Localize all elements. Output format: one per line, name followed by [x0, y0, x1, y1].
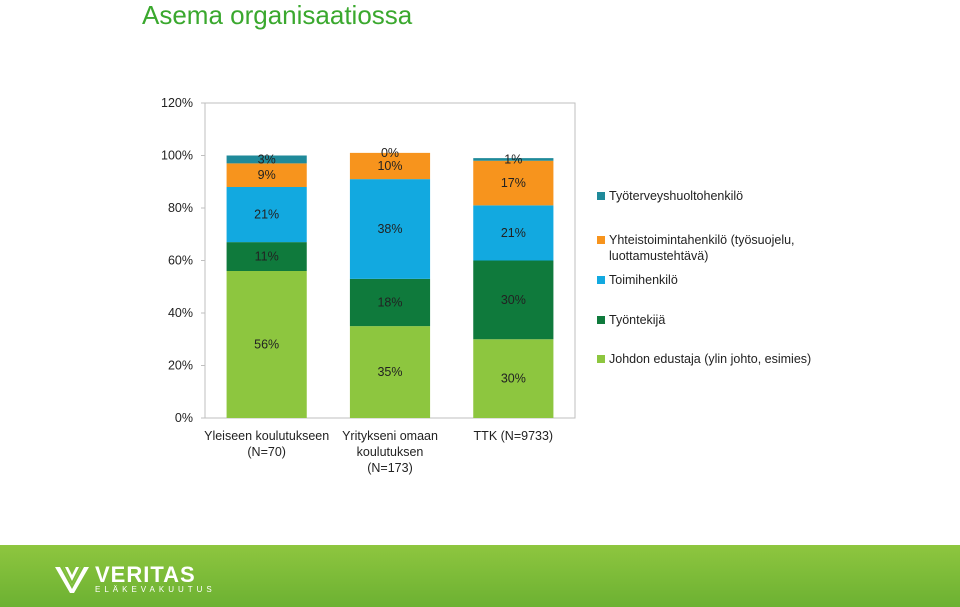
bar-segment	[226, 242, 307, 271]
data-label: 21%	[501, 226, 526, 240]
data-label: 0%	[381, 146, 399, 160]
legend-label: Työntekijä	[609, 313, 666, 327]
bar-segment	[349, 326, 431, 418]
bar-segment	[473, 160, 554, 206]
bar-segment	[349, 278, 431, 327]
veritas-v-icon	[55, 567, 89, 593]
legend-label: Työterveyshuoltohenkilö	[609, 189, 744, 203]
data-label: 11%	[255, 250, 279, 264]
data-label: 17%	[501, 176, 526, 190]
legend-item: Johdon edustaja (ylin johto, esimies)	[597, 351, 811, 367]
x-category-label: TTK (N=9733)	[474, 429, 554, 443]
legend-label: Toimihenkilö	[609, 273, 678, 287]
legend-item: Toimihenkilö	[597, 272, 678, 288]
legend-swatch	[597, 236, 605, 244]
legend-swatch	[597, 355, 605, 363]
legend-item: Työterveyshuoltohenkilö	[597, 188, 743, 204]
logo-subtitle: ELÄKEVAKUUTUS	[95, 585, 216, 594]
bar-segment	[349, 179, 431, 279]
data-label: 30%	[501, 372, 526, 386]
x-category-label: Yritykseni omaan	[342, 429, 438, 443]
legend-swatch	[597, 192, 605, 200]
bar-segment	[226, 271, 307, 418]
footer-bar: VERITAS ELÄKEVAKUUTUS	[0, 545, 960, 607]
bar-segment	[473, 205, 554, 261]
data-label: 35%	[377, 365, 402, 379]
stacked-bar-chart: 0% 20% 40% 60% 80% 100% 120% 56% 11% 21% 9% 3% Yleis…	[161, 96, 576, 475]
data-label: 18%	[377, 296, 402, 310]
data-label: 9%	[258, 168, 276, 182]
data-label: 38%	[377, 222, 402, 236]
y-tick-label: 120%	[161, 96, 193, 110]
legend-item: Yhteistoimintahenkilö (työsuojelu, luotta…	[597, 232, 795, 264]
legend-swatch	[597, 276, 605, 284]
legend-label: Yhteistoimintahenkilö (työsuojelu, luotta…	[609, 233, 795, 263]
y-tick-label: 20%	[168, 359, 193, 373]
data-label: 10%	[377, 159, 402, 173]
y-tick-label: 0%	[175, 411, 193, 425]
bar-segment	[349, 152, 431, 180]
x-category-label: (N=70)	[247, 445, 286, 459]
bar-segment	[473, 260, 554, 340]
legend-label: Johdon edustaja (ylin johto, esimies)	[609, 352, 812, 366]
bar-segment	[226, 155, 307, 164]
logo-name: VERITAS	[95, 562, 196, 587]
x-category-label: (N=173)	[367, 461, 413, 475]
x-category-label: Yleiseen koulutukseen	[204, 429, 329, 443]
bar-segment	[473, 339, 554, 418]
data-label: 1%	[504, 152, 522, 166]
bar-segment	[226, 163, 307, 187]
data-label: 56%	[254, 338, 279, 352]
y-tick-label: 100%	[161, 149, 193, 163]
veritas-logo: VERITAS ELÄKEVAKUUTUS	[55, 562, 216, 595]
page-title: Asema organisaatiossa	[142, 0, 413, 30]
x-category-label: koulutuksen	[357, 445, 424, 459]
y-tick-label: 40%	[168, 306, 193, 320]
y-tick-label: 80%	[168, 201, 193, 215]
data-label: 30%	[501, 293, 526, 307]
legend-swatch	[597, 316, 605, 324]
y-tick-label: 60%	[168, 254, 193, 268]
data-label: 3%	[258, 152, 276, 166]
legend-item: Työntekijä	[597, 312, 665, 328]
data-label: 21%	[254, 208, 279, 222]
bar-segment	[226, 187, 307, 243]
bar-segment	[473, 158, 554, 161]
